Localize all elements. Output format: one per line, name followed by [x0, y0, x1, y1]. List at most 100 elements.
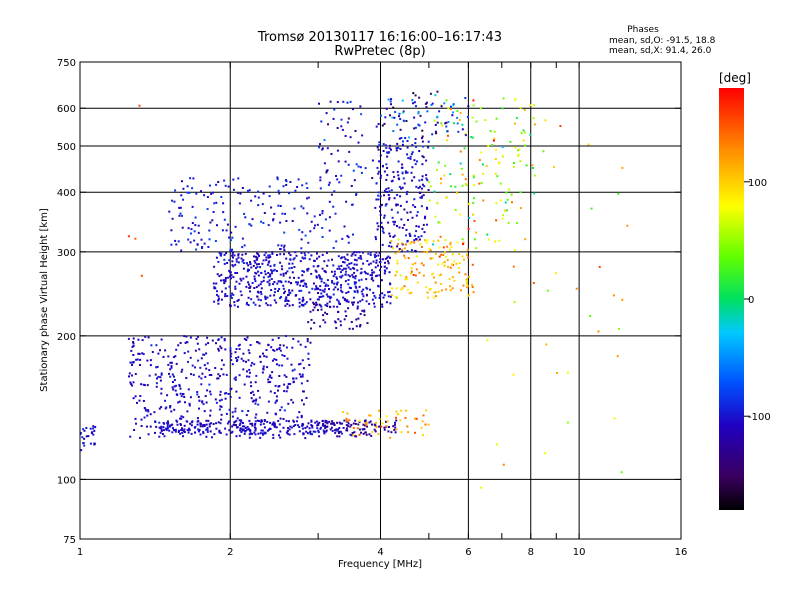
data-point — [231, 415, 234, 418]
data-point — [196, 420, 199, 423]
data-point — [186, 410, 189, 413]
data-point — [464, 273, 467, 276]
data-point — [378, 409, 380, 412]
data-point — [218, 399, 221, 402]
data-point — [286, 303, 289, 305]
data-point — [306, 269, 309, 272]
data-point — [164, 399, 167, 402]
data-point — [366, 425, 368, 428]
data-point — [132, 361, 135, 364]
data-point — [290, 426, 293, 429]
data-point — [129, 361, 132, 364]
data-point — [399, 419, 402, 422]
data-point — [462, 243, 464, 246]
data-point — [441, 262, 444, 265]
data-point — [392, 171, 395, 174]
data-point — [219, 431, 222, 434]
data-point — [229, 396, 232, 398]
data-point — [556, 372, 558, 374]
data-point — [132, 341, 135, 343]
data-point — [223, 392, 226, 395]
data-point — [134, 395, 137, 398]
data-point — [208, 423, 211, 426]
data-point — [453, 260, 456, 263]
data-point — [449, 285, 452, 288]
y-tick-label: 600 — [57, 104, 76, 115]
data-point — [277, 189, 280, 192]
data-point — [386, 151, 389, 154]
data-point — [377, 191, 380, 194]
data-point — [249, 290, 251, 293]
data-point — [285, 346, 288, 349]
data-point — [385, 188, 388, 191]
data-point — [436, 115, 439, 118]
data-point — [415, 185, 418, 188]
data-point — [282, 426, 285, 429]
data-point — [166, 422, 169, 425]
data-point — [347, 283, 350, 286]
data-point — [174, 389, 177, 392]
data-point — [388, 232, 391, 235]
data-point — [375, 238, 377, 241]
data-point — [251, 432, 253, 435]
data-point — [322, 314, 325, 317]
data-point — [450, 108, 452, 110]
data-point — [294, 294, 297, 297]
data-point — [282, 284, 285, 287]
data-point — [387, 194, 390, 196]
data-point — [360, 257, 363, 260]
data-point — [336, 305, 339, 308]
data-point — [392, 220, 395, 223]
data-point — [621, 298, 624, 301]
data-point — [380, 425, 383, 428]
data-point — [181, 393, 184, 395]
data-point — [420, 426, 423, 429]
data-point — [365, 433, 368, 436]
data-point — [417, 187, 420, 189]
data-point — [291, 262, 294, 265]
data-point — [170, 229, 173, 232]
data-point — [342, 426, 345, 429]
data-point — [414, 417, 416, 420]
x-tick-label: 8 — [528, 547, 534, 558]
data-point — [406, 146, 409, 149]
data-point — [413, 234, 416, 237]
data-point — [297, 424, 299, 427]
data-point — [425, 106, 428, 109]
data-point — [306, 340, 309, 343]
data-point — [455, 191, 458, 194]
data-point — [270, 376, 273, 379]
data-point — [245, 360, 247, 363]
data-point — [286, 385, 289, 388]
data-point — [223, 258, 226, 261]
data-point — [269, 256, 272, 258]
data-point — [381, 165, 384, 168]
data-point — [317, 429, 320, 432]
data-point — [424, 423, 427, 426]
data-point — [431, 257, 434, 260]
data-point — [357, 257, 360, 260]
data-point — [209, 393, 212, 396]
data-point — [447, 265, 449, 268]
data-point — [356, 307, 359, 310]
data-point — [320, 292, 323, 295]
data-point — [153, 411, 156, 414]
data-point — [413, 176, 416, 179]
data-point — [242, 428, 245, 431]
data-point — [195, 337, 198, 340]
data-point — [336, 298, 339, 301]
data-point — [421, 420, 424, 423]
data-point — [460, 167, 463, 170]
data-point — [468, 217, 471, 219]
data-point — [169, 375, 172, 378]
data-point — [379, 177, 382, 179]
data-point — [388, 147, 391, 150]
data-point — [242, 277, 245, 280]
data-point — [421, 183, 424, 186]
data-point — [211, 436, 213, 439]
data-point — [304, 283, 307, 286]
data-point — [254, 416, 257, 419]
data-point — [269, 304, 272, 307]
data-point — [294, 189, 297, 192]
data-point — [312, 309, 315, 312]
